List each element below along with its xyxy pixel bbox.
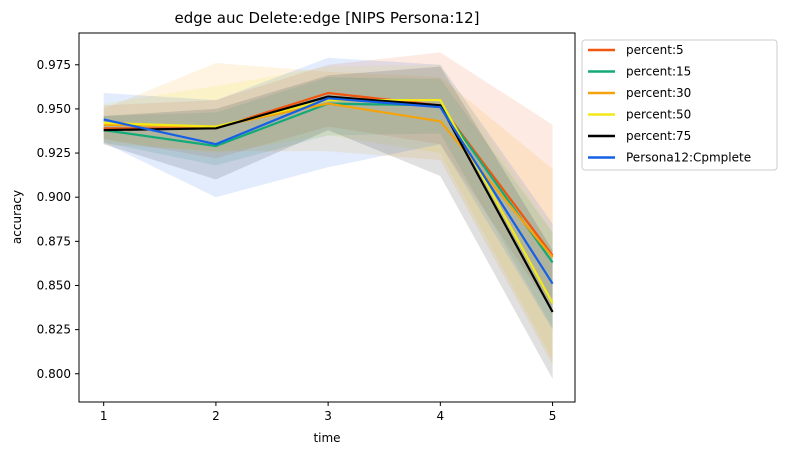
x-axis-ticks: 1 2 3 4 5 (100, 402, 557, 423)
legend-label-5: percent:75 (626, 129, 691, 143)
y-axis-label: accuracy (10, 190, 24, 244)
chart-title: edge auc Delete:edge [NIPS Persona:12] (174, 9, 479, 27)
legend-label-1: percent:5 (626, 43, 684, 57)
y-tick-label: 0.875 (37, 234, 71, 248)
y-tick-label: 0.925 (37, 146, 71, 160)
confidence-band-3 (103, 63, 553, 365)
legend: percent:5 percent:15 percent:30 percent:50 p… (581, 39, 778, 171)
x-tick-label: 2 (212, 409, 220, 423)
y-tick-label: 0.825 (37, 323, 71, 337)
y-tick-label: 0.850 (37, 278, 71, 292)
legend-label-4: percent:50 (626, 108, 691, 122)
confidence-band-4 (103, 64, 553, 360)
legend-label-2: percent:15 (626, 65, 691, 79)
y-tick-label: 0.975 (37, 58, 71, 72)
confidence-bands (103, 52, 553, 379)
y-tick-label: 0.800 (37, 367, 71, 381)
series-line-5 (103, 95, 554, 313)
x-tick-label: 4 (437, 409, 445, 423)
x-tick-label: 3 (324, 409, 332, 423)
legend-label-3: percent:30 (626, 86, 691, 100)
confidence-band-2 (103, 77, 553, 328)
confidence-band-1 (103, 52, 553, 313)
y-tick-label: 0.900 (37, 190, 71, 204)
y-tick-label: 0.950 (37, 102, 71, 116)
legend-frame (581, 39, 778, 171)
x-axis-label: time (313, 431, 340, 445)
legend-label-6: Persona12:Cpmplete (626, 151, 751, 165)
plot-frame (78, 32, 576, 403)
series-lines (103, 91, 554, 313)
series-line-6 (103, 97, 554, 285)
x-tick-label: 5 (549, 409, 557, 423)
x-tick-label: 1 (100, 409, 108, 423)
y-axis-ticks: 0.800 0.825 0.850 0.875 0.900 0.925 0.950 0.975 (37, 58, 79, 381)
